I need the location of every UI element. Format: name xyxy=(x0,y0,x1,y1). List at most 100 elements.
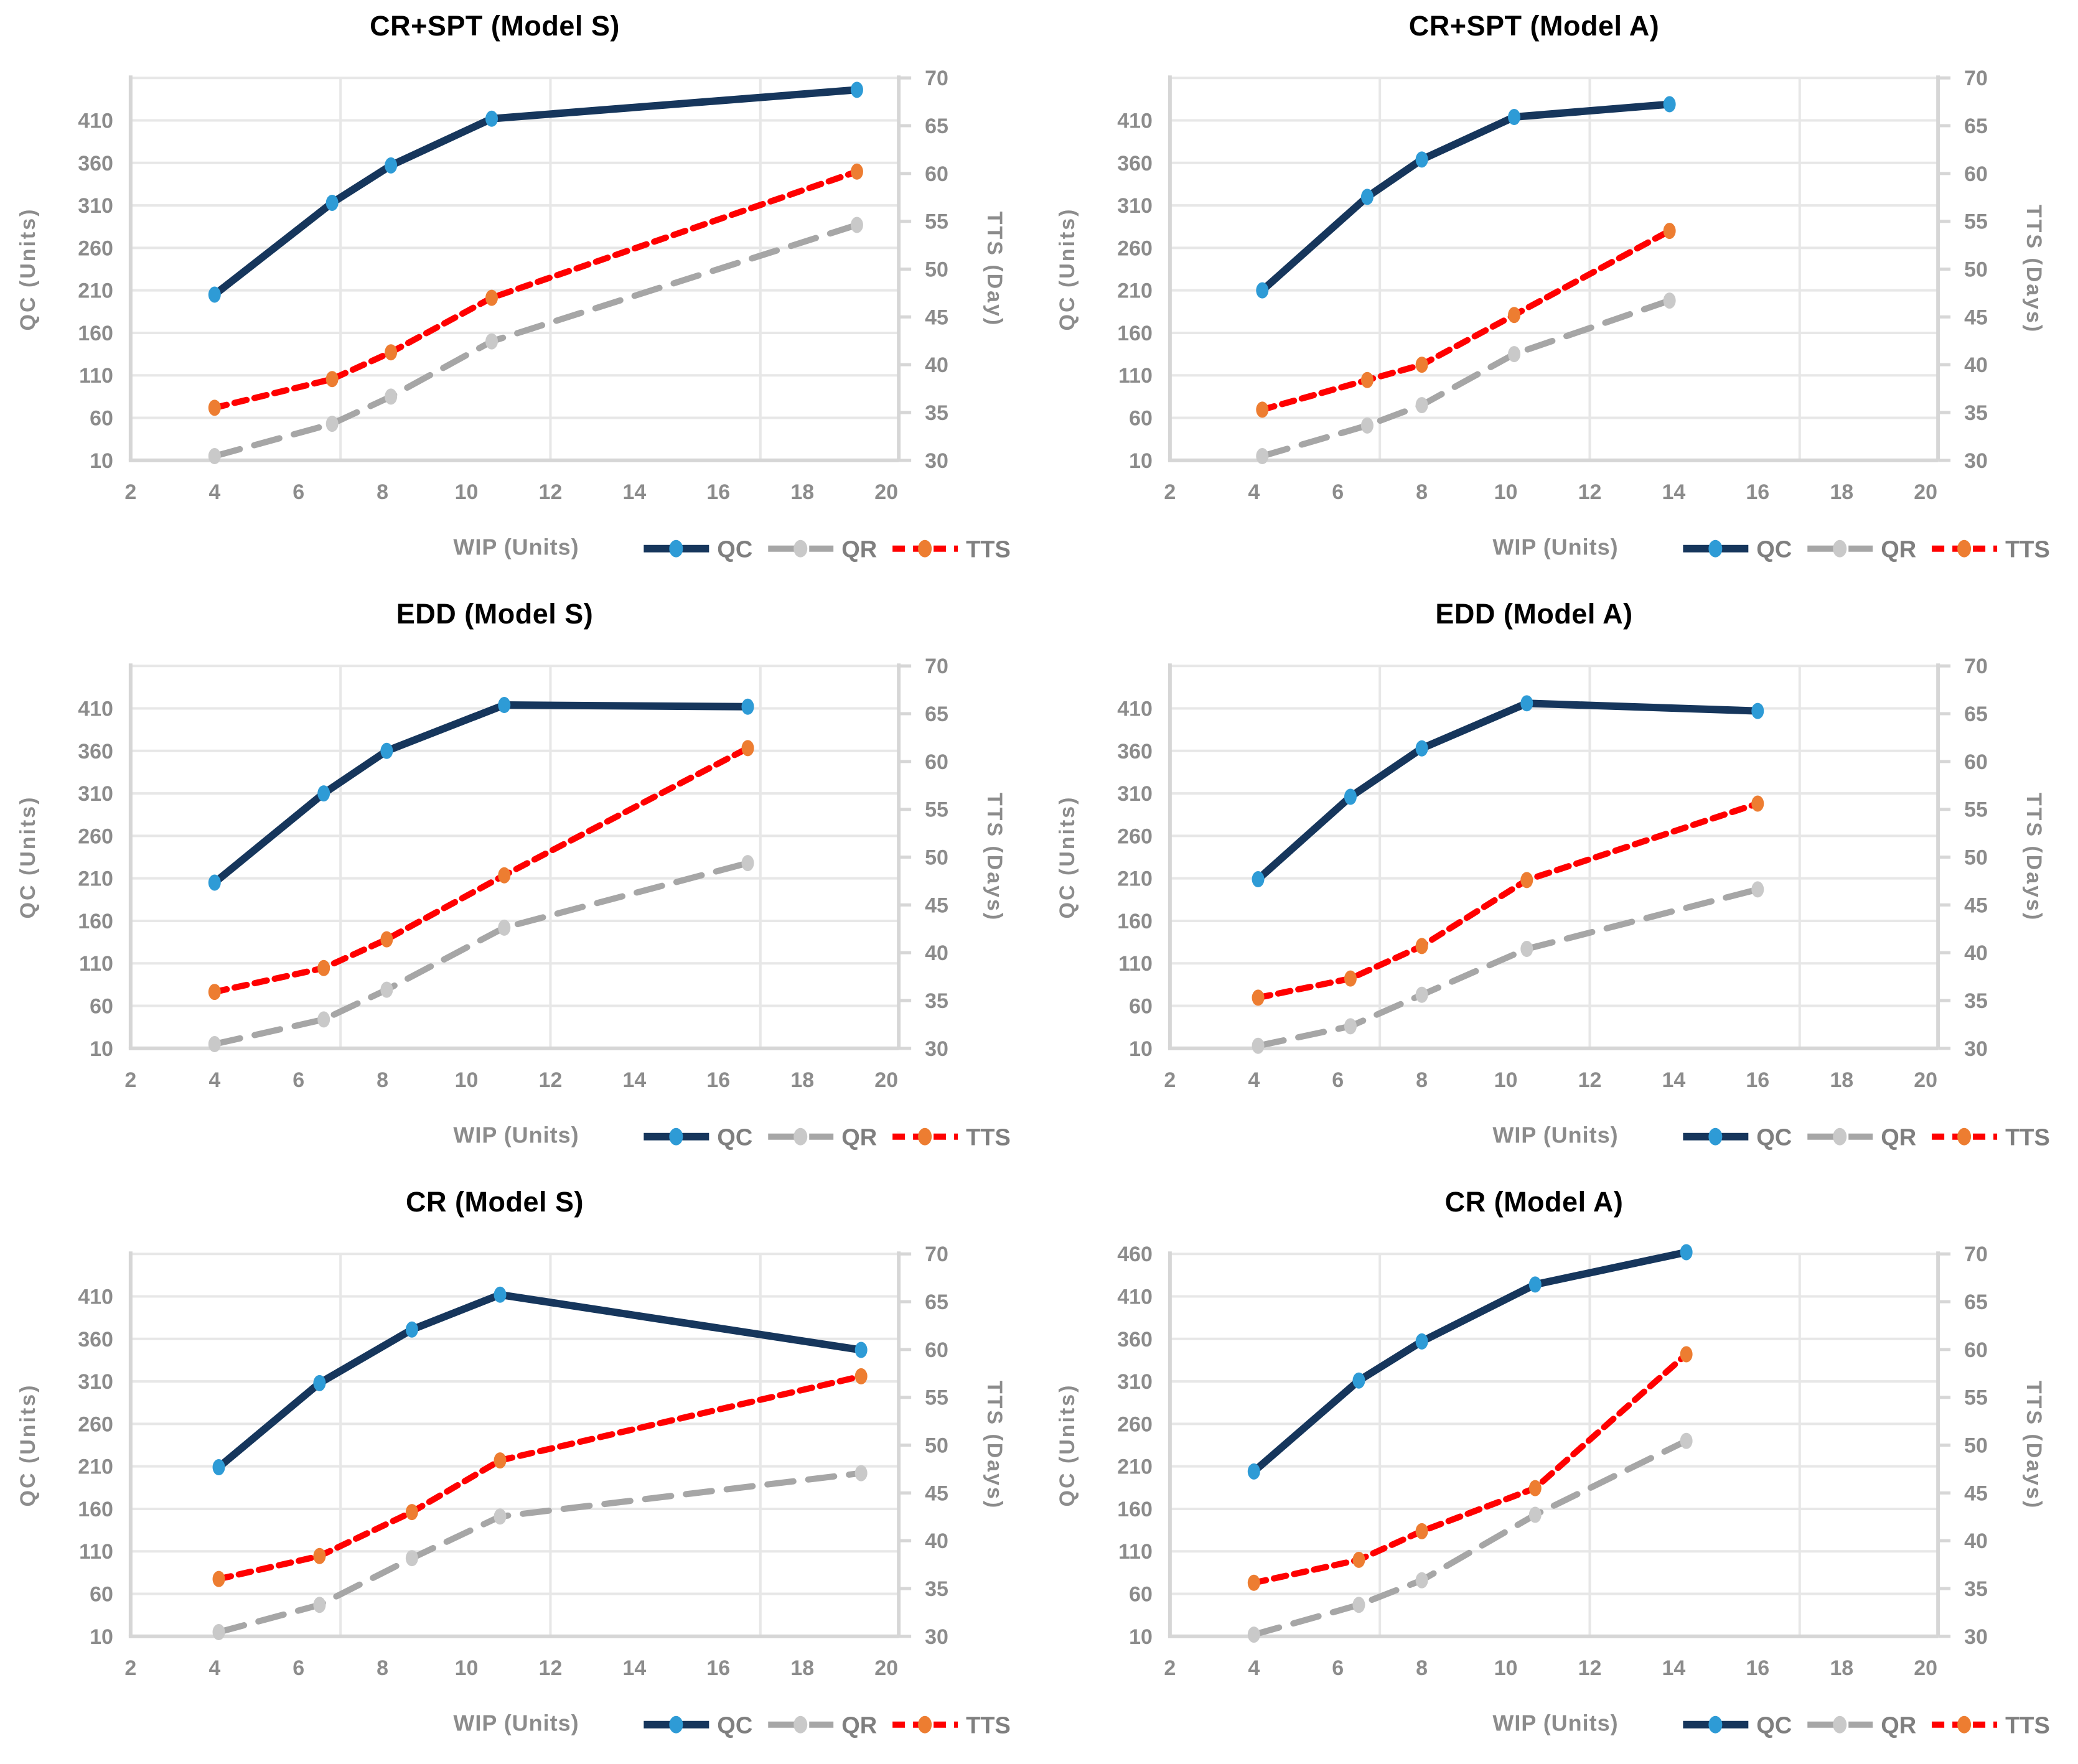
qr-series xyxy=(212,1465,868,1641)
x-tick-label: 10 xyxy=(1494,1068,1518,1092)
qc-marker xyxy=(1528,1276,1542,1293)
legend: QC QR TTS xyxy=(644,537,1011,563)
tts-marker xyxy=(380,931,393,948)
chart-title: CR+SPT (Model A) xyxy=(1408,10,1660,42)
tts-marker xyxy=(485,289,498,306)
left-tick-label: 460 xyxy=(1117,1243,1153,1266)
qr-marker xyxy=(854,1465,868,1482)
qr-marker xyxy=(212,1624,225,1641)
left-tick-label: 410 xyxy=(78,1285,113,1309)
x-tick-label: 8 xyxy=(1416,1656,1428,1680)
tts-line xyxy=(215,1373,864,1582)
left-tick-label: 260 xyxy=(78,236,113,260)
qr-series xyxy=(1247,1432,1693,1643)
qr-marker xyxy=(1252,1037,1265,1054)
left-tick-label: 60 xyxy=(1129,407,1153,431)
x-tick-label: 2 xyxy=(1164,1656,1176,1680)
qr-line xyxy=(1259,297,1673,460)
legend-tts-marker xyxy=(918,1715,932,1734)
x-tick-label: 14 xyxy=(622,1068,646,1092)
legend-tts-marker xyxy=(918,1127,932,1146)
qc-marker xyxy=(313,1374,326,1391)
qr-line xyxy=(1250,1437,1690,1638)
x-tick-label: 8 xyxy=(1416,1068,1428,1092)
qc-marker xyxy=(1360,189,1374,205)
left-tick-label: 360 xyxy=(1117,740,1153,763)
right-tick-label: 50 xyxy=(1964,258,1988,282)
qc-marker xyxy=(405,1321,418,1338)
right-tick-label: 55 xyxy=(1964,798,1988,822)
qc-series xyxy=(1256,96,1676,299)
x-tick-label: 12 xyxy=(539,480,563,504)
qr-marker xyxy=(1344,1018,1357,1035)
legend-tts-marker xyxy=(918,539,932,558)
left-axis-title: QC (Units) xyxy=(16,208,40,331)
tts-marker xyxy=(385,344,398,361)
right-tick-label: 70 xyxy=(1964,67,1988,90)
x-tick-label: 18 xyxy=(1830,480,1853,504)
tts-marker xyxy=(1528,1480,1542,1496)
legend-qc-marker xyxy=(1708,1127,1723,1146)
x-axis-title: WIP (Units) xyxy=(1492,1710,1618,1736)
left-tick-label: 110 xyxy=(79,952,113,976)
x-tick-label: 10 xyxy=(1494,480,1518,504)
left-tick-label: 360 xyxy=(1117,152,1153,175)
left-tick-label: 60 xyxy=(90,1583,113,1607)
qc-marker xyxy=(850,82,863,98)
tts-marker xyxy=(494,1452,507,1469)
left-tick-label: 210 xyxy=(1117,1455,1153,1479)
right-tick-label: 50 xyxy=(925,846,948,870)
tts-marker xyxy=(1247,1574,1260,1591)
axes xyxy=(1168,75,1951,462)
right-tick-label: 30 xyxy=(925,1625,948,1649)
x-tick-label: 4 xyxy=(1248,1068,1260,1092)
x-tick-label: 18 xyxy=(1830,1068,1853,1092)
left-tick-label: 60 xyxy=(1129,995,1153,1019)
qr-marker xyxy=(741,855,754,872)
x-tick-label: 12 xyxy=(1578,480,1602,504)
right-tick-label: 40 xyxy=(1964,1529,1988,1553)
right-tick-label: 60 xyxy=(925,750,948,774)
chart-cr-model-s: 10 60 110 160 210 260 310 360 410 30 35 40 45 50 55 60 6… xyxy=(0,1176,1039,1764)
right-tick-label: 45 xyxy=(925,1482,948,1505)
legend-qc-label: QC xyxy=(717,537,752,563)
x-tick-label: 20 xyxy=(874,1068,898,1092)
x-tick-label: 2 xyxy=(124,1068,136,1092)
right-tick-label: 45 xyxy=(1964,894,1988,917)
right-tick-label: 35 xyxy=(1964,1577,1988,1601)
qc-series xyxy=(1247,1244,1693,1480)
x-axis-title: WIP (Units) xyxy=(1492,1122,1618,1148)
right-tick-label: 60 xyxy=(1964,1338,1988,1362)
left-tick-label: 110 xyxy=(79,1540,113,1564)
left-tick-label: 160 xyxy=(1117,1498,1153,1521)
x-tick-label: 16 xyxy=(1746,480,1769,504)
left-tick-label: 160 xyxy=(1117,910,1153,933)
tts-marker xyxy=(1663,223,1676,240)
legend-tts-label: TTS xyxy=(2005,1713,2050,1739)
right-tick-label: 65 xyxy=(1964,702,1988,726)
qr-marker xyxy=(1751,881,1764,898)
qr-marker xyxy=(1663,292,1676,309)
left-tick-label: 110 xyxy=(79,364,113,388)
left-tick-label: 260 xyxy=(1117,824,1153,848)
chart-canvas-edd-model-a: 1060110160210260310360410303540455055606… xyxy=(1055,655,2050,1151)
qc-series xyxy=(1252,695,1764,888)
right-tick-label: 70 xyxy=(925,67,948,90)
right-tick-label: 40 xyxy=(1964,941,1988,965)
axes xyxy=(128,1251,912,1638)
qr-series xyxy=(208,217,863,465)
qc-marker xyxy=(1520,695,1533,712)
left-tick-label: 260 xyxy=(1117,236,1153,260)
qr-marker xyxy=(1415,397,1428,414)
tick-labels: 1060110160210260310360410303540455055606… xyxy=(78,1243,948,1680)
qc-marker xyxy=(1680,1244,1693,1261)
left-tick-label: 10 xyxy=(1129,449,1153,473)
left-tick-label: 410 xyxy=(78,697,113,721)
tick-labels: 1060110160210260310360410303540455055606… xyxy=(1117,655,1988,1092)
right-axis-title: TTS (Days) xyxy=(2022,793,2046,922)
right-axis-title: TTS (Days) xyxy=(983,1381,1006,1510)
tts-marker xyxy=(405,1504,418,1521)
right-tick-label: 60 xyxy=(925,162,948,186)
qc-marker xyxy=(385,157,398,174)
x-tick-label: 2 xyxy=(1164,1068,1176,1092)
